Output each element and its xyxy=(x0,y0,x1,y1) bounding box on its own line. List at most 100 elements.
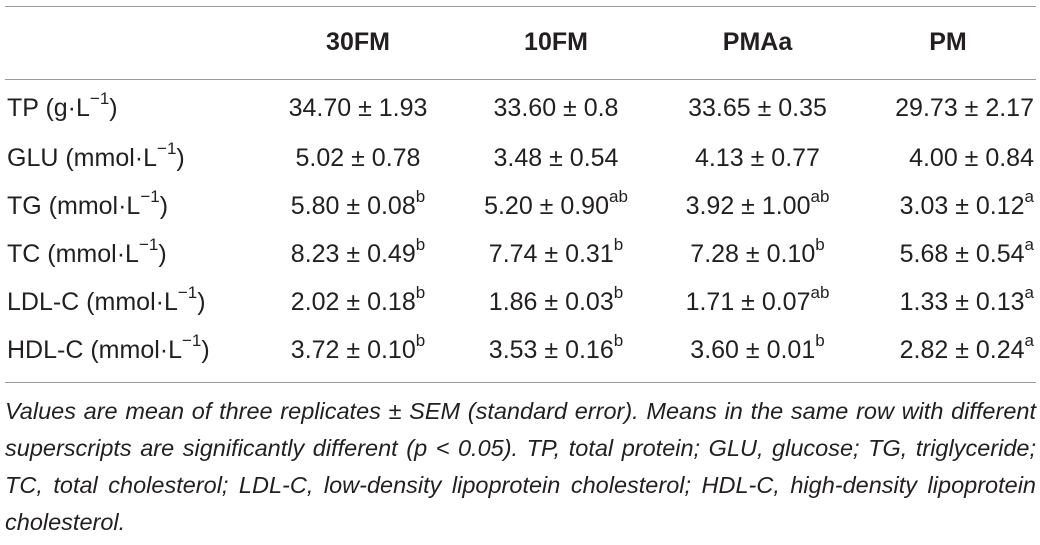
table-cell: 29.73 ± 2.17 xyxy=(860,72,1036,134)
table-footnote: Values are mean of three replicates ± SE… xyxy=(5,398,1036,535)
unit-exponent: −1 xyxy=(177,283,198,303)
row-label: TP (g·L−1) xyxy=(5,72,259,134)
row-label-text: LDL-C (mmol·L xyxy=(7,287,178,316)
table-cell: 1.33 ± 0.13a xyxy=(860,278,1036,326)
row-label: LDL-C (mmol·L−1) xyxy=(5,278,259,326)
table-row: TP (g·L−1) 34.70 ± 1.93 33.60 ± 0.8 33.65 ±… xyxy=(5,72,1036,134)
table-cell: 5.68 ± 0.54a xyxy=(860,230,1036,278)
cell-value: 2.82 ± 0.24 xyxy=(899,335,1025,364)
bottom-rule xyxy=(5,382,1036,383)
table-cell: 3.72 ± 0.10b xyxy=(259,326,457,374)
row-label: TC (mmol·L−1) xyxy=(5,230,259,278)
cell-value: 33.60 ± 0.8 xyxy=(493,93,619,122)
unit-exponent: −1 xyxy=(89,89,110,109)
table-cell: 3.48 ± 0.54 xyxy=(457,134,655,182)
table-cell: 5.20 ± 0.90ab xyxy=(457,182,655,230)
table-cell: 4.13 ± 0.77 xyxy=(655,134,860,182)
significance-superscript: b xyxy=(415,235,426,255)
table-row: LDL-C (mmol·L−1) 2.02 ± 0.18b 1.86 ± 0.03b… xyxy=(5,278,1036,326)
column-header: PM xyxy=(929,27,967,56)
cell-value: 33.65 ± 0.35 xyxy=(688,93,827,122)
unit-exponent: −1 xyxy=(157,139,177,159)
row-label-text: TP (g·L xyxy=(7,93,90,122)
row-label: GLU (mmol·L−1) xyxy=(5,134,259,182)
row-label-close: ) xyxy=(159,191,169,220)
header-rule xyxy=(5,79,1036,80)
row-label-text: TG (mmol·L xyxy=(7,191,141,220)
cell-value: 3.60 ± 0.01 xyxy=(690,335,816,364)
significance-superscript: b xyxy=(815,331,825,351)
column-header: PMAa xyxy=(722,27,793,56)
row-label-close: ) xyxy=(158,239,167,268)
table-cell: 7.74 ± 0.31b xyxy=(457,230,655,278)
row-label: HDL-C (mmol·L−1) xyxy=(5,326,259,374)
table-cell: 8.23 ± 0.49b xyxy=(259,230,457,278)
cell-value: 5.02 ± 0.78 xyxy=(295,143,421,172)
table-row: GLU (mmol·L−1) 5.02 ± 0.78 3.48 ± 0.54 4.13… xyxy=(5,134,1036,182)
cell-value: 3.92 ± 1.00 xyxy=(685,191,811,220)
significance-superscript: a xyxy=(1024,187,1034,207)
cell-value: 5.20 ± 0.90 xyxy=(484,191,609,220)
table-cell: 1.71 ± 0.07ab xyxy=(655,278,860,326)
cell-value: 1.71 ± 0.07 xyxy=(685,287,811,316)
row-label-close: ) xyxy=(109,93,118,122)
significance-superscript: b xyxy=(613,331,624,351)
significance-superscript: ab xyxy=(810,283,830,303)
table-cell: 2.02 ± 0.18b xyxy=(259,278,457,326)
table-cell: 3.60 ± 0.01b xyxy=(655,326,860,374)
significance-superscript: b xyxy=(415,331,426,351)
column-header: 10FM xyxy=(524,27,588,56)
table-cell: 33.60 ± 0.8 xyxy=(457,72,655,134)
table-row: TG (mmol·L−1) 5.80 ± 0.08b 5.20 ± 0.90ab 3.… xyxy=(5,182,1036,230)
row-label: TG (mmol·L−1) xyxy=(5,182,259,230)
results-table: 30FM 10FM PMAa PM TP (g·L−1) 34.70 ± 1.93… xyxy=(5,12,1036,374)
cell-value: 3.48 ± 0.54 xyxy=(493,143,619,172)
cell-value: 29.73 ± 2.17 xyxy=(895,93,1034,122)
unit-exponent: −1 xyxy=(140,187,160,207)
cell-value: 3.03 ± 0.12 xyxy=(899,191,1025,220)
cell-value: 34.70 ± 1.93 xyxy=(288,93,428,122)
unit-exponent: −1 xyxy=(182,331,202,351)
cell-value: 7.74 ± 0.31 xyxy=(488,239,614,268)
table-cell: 7.28 ± 0.10b xyxy=(655,230,860,278)
table-cell: 1.86 ± 0.03b xyxy=(457,278,655,326)
unit-exponent: −1 xyxy=(138,235,159,255)
significance-superscript: b xyxy=(415,187,426,207)
significance-superscript: a xyxy=(1024,331,1034,351)
column-header xyxy=(5,12,259,72)
significance-superscript: b xyxy=(415,283,426,303)
cell-value: 1.33 ± 0.13 xyxy=(899,287,1025,316)
table-cell: 2.82 ± 0.24a xyxy=(860,326,1036,374)
table-cell: 5.02 ± 0.78 xyxy=(259,134,457,182)
cell-value: 8.23 ± 0.49 xyxy=(290,239,416,268)
cell-value: 4.00 ± 0.84 xyxy=(909,143,1034,172)
significance-superscript: ab xyxy=(609,187,628,207)
row-label-close: ) xyxy=(176,143,185,172)
significance-superscript: a xyxy=(1024,235,1034,255)
cell-value: 7.28 ± 0.10 xyxy=(690,239,816,268)
cell-value: 5.80 ± 0.08 xyxy=(290,191,416,220)
cell-value: 2.02 ± 0.18 xyxy=(290,287,416,316)
significance-superscript: b xyxy=(815,235,825,255)
significance-superscript: b xyxy=(613,283,624,303)
table-cell: 34.70 ± 1.93 xyxy=(259,72,457,134)
table-cell: 5.80 ± 0.08b xyxy=(259,182,457,230)
row-label-text: GLU (mmol·L xyxy=(7,143,158,172)
header-row: 30FM 10FM PMAa PM xyxy=(5,12,1036,72)
significance-superscript: b xyxy=(613,235,624,255)
row-label-text: TC (mmol·L xyxy=(7,239,139,268)
significance-superscript: a xyxy=(1024,283,1034,303)
table-cell: 3.92 ± 1.00ab xyxy=(655,182,860,230)
row-label-text: HDL-C (mmol·L xyxy=(7,335,182,364)
table-row: HDL-C (mmol·L−1) 3.72 ± 0.10b 3.53 ± 0.16b… xyxy=(5,326,1036,374)
row-label-close: ) xyxy=(197,287,206,316)
column-header: 30FM xyxy=(326,27,390,56)
table-row: TC (mmol·L−1) 8.23 ± 0.49b 7.74 ± 0.31b 7.2… xyxy=(5,230,1036,278)
cell-value: 3.53 ± 0.16 xyxy=(488,335,614,364)
table-cell: 3.03 ± 0.12a xyxy=(860,182,1036,230)
cell-value: 4.13 ± 0.77 xyxy=(695,143,820,172)
table-cell: 3.53 ± 0.16b xyxy=(457,326,655,374)
cell-value: 1.86 ± 0.03 xyxy=(488,287,614,316)
table-cell: 33.65 ± 0.35 xyxy=(655,72,860,134)
